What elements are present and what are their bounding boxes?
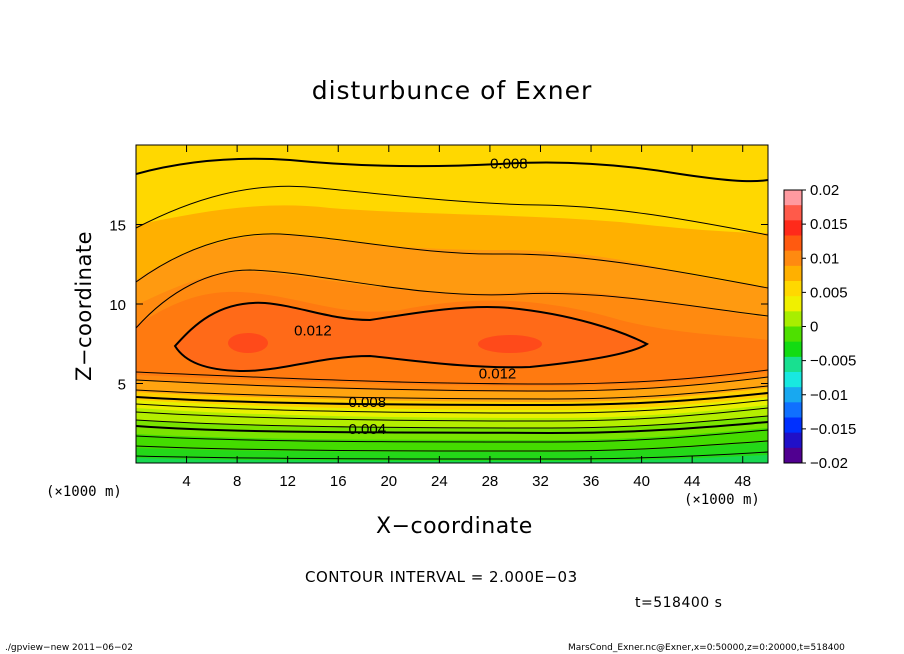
colorbar-tick-label: −0.015	[810, 421, 856, 438]
contour-label: 0.008	[490, 155, 528, 172]
x-tick-label: 16	[330, 473, 347, 490]
colorbar-swatch	[784, 235, 802, 252]
band-0.012	[175, 302, 647, 372]
colorbar-tick-label: 0.015	[810, 216, 848, 233]
band-0.001	[136, 455, 768, 463]
y-tick-label: 15	[109, 218, 126, 235]
contour-0.004	[136, 421, 768, 435]
x-tick-label: 20	[380, 473, 397, 490]
x-tick-label: 40	[633, 473, 650, 490]
colorbar-swatch	[784, 265, 802, 282]
colorbar-swatch	[784, 326, 802, 343]
colorbar-swatch	[784, 281, 802, 297]
y-axis-unit: (×1000 m)	[46, 484, 122, 500]
contour-0.008-upper	[136, 157, 768, 183]
time-text: t=518400 s	[635, 595, 723, 611]
contour-label: 0.012	[294, 322, 332, 339]
contour-0.011-upper	[136, 269, 768, 329]
colorbar-swatch	[784, 372, 802, 388]
max-left	[228, 333, 268, 353]
x-tick-label: 28	[482, 473, 499, 490]
contour-0.012	[173, 301, 649, 373]
y-tick-label: 10	[109, 297, 126, 314]
contour-label: 0.012	[479, 365, 517, 382]
contour-0.002	[136, 440, 768, 452]
contour-interval-text: CONTOUR INTERVAL = 2.000E−03	[305, 568, 578, 586]
colorbar-tick-label: 0.02	[810, 182, 839, 199]
colorbar-swatch	[784, 250, 802, 267]
colorbar-swatch	[784, 311, 802, 327]
x-tick-label: 44	[684, 473, 701, 490]
colorbar-swatch	[784, 417, 802, 434]
x-axis-label: X−coordinate	[376, 514, 533, 539]
colorbar-swatch	[784, 205, 802, 221]
contour-label: 0.008	[349, 394, 387, 411]
colorbar-tick-label: 0	[810, 319, 818, 336]
x-ticks: 4 8 12 16 20 24 28 32 36 40 44 48	[182, 145, 751, 490]
colorbar-swatch	[784, 432, 802, 449]
x-tick-label: 4	[182, 473, 190, 490]
contour-0.009-lower	[136, 385, 768, 400]
contour-0.009-upper	[136, 185, 768, 236]
colorbar-swatch	[784, 447, 802, 464]
colorbar: 0.02 0.015 0.01 0.005 0 −0.005 −0.01 −0.015 −0.0…	[783, 182, 856, 472]
x-tick-label: 8	[233, 473, 241, 490]
footer-right: MarsCond_Exner.nc@Exner,x=0:50000,z=0:20…	[568, 643, 845, 653]
x-tick-label: 32	[532, 473, 549, 490]
colorbar-tick-label: −0.02	[810, 455, 848, 472]
colorbar-tick-label: −0.005	[810, 353, 856, 370]
x-tick-label: 12	[279, 473, 296, 490]
x-tick-label: 48	[734, 473, 751, 490]
colorbar-swatch	[784, 356, 802, 373]
colorbar-swatch	[784, 402, 802, 418]
contour-0.006	[136, 407, 768, 422]
field-layer	[136, 145, 768, 463]
max-right	[478, 335, 542, 353]
footer-left: ./gpview−new 2011−06−02	[5, 643, 133, 653]
colorbar-swatch	[784, 341, 802, 358]
contour-labels: 0.008 0.012 0.012 0.008 0.004	[294, 155, 528, 438]
contour-0.008-lower	[136, 392, 768, 407]
contour-0.005	[136, 415, 768, 429]
x-tick-label: 24	[431, 473, 448, 490]
chart-title: disturbunce of Exner	[311, 76, 593, 105]
contour-lines	[136, 157, 768, 460]
contour-0.010-lower	[136, 376, 768, 392]
colorbar-swatch	[784, 190, 802, 206]
colorbar-swatch	[784, 220, 802, 236]
colorbar-tick-label: −0.01	[810, 387, 848, 404]
y-axis-label: Z−coordinate	[72, 231, 96, 381]
colorbar-tick-label: 0.005	[810, 284, 848, 301]
contour-0.011-lower	[136, 369, 768, 385]
y-ticks: 5 10 15	[109, 218, 768, 394]
contour-0.010-upper	[136, 233, 768, 289]
colorbar-swatch	[784, 387, 802, 403]
contour-0.003	[136, 429, 768, 443]
y-tick-label: 5	[118, 377, 126, 394]
contour-label: 0.004	[349, 421, 387, 438]
colorbar-swatch	[784, 296, 802, 312]
contour-0.001	[136, 451, 768, 460]
x-tick-label: 36	[583, 473, 600, 490]
colorbar-tick-label: 0.01	[810, 250, 839, 267]
x-axis-unit: (×1000 m)	[684, 492, 760, 508]
contour-0.007	[136, 399, 768, 414]
